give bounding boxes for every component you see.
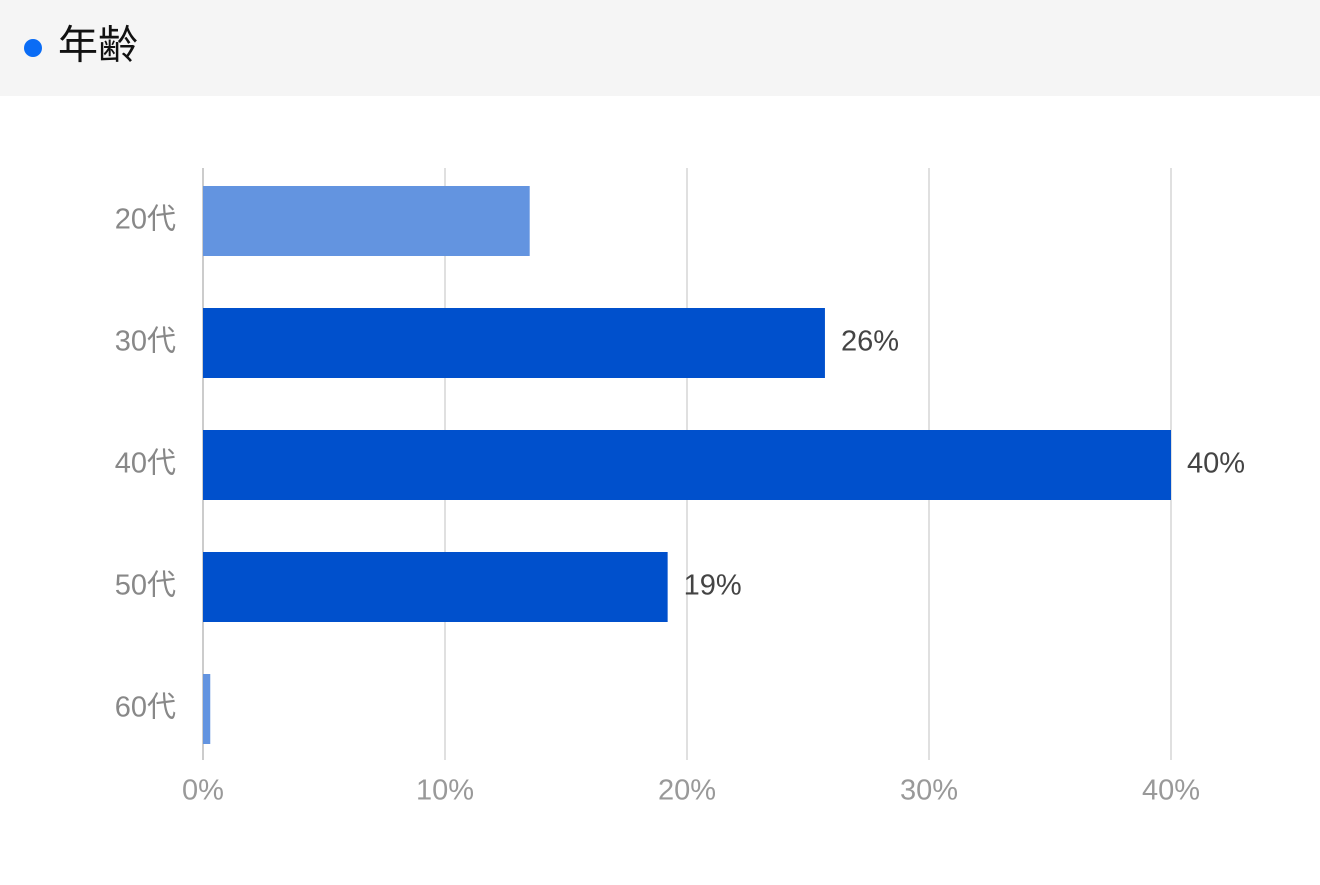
bar [203, 674, 211, 744]
y-tick-label: 30代 [115, 326, 176, 358]
bar [203, 186, 530, 256]
data-label: 40% [1187, 448, 1245, 480]
chart-title: 年齢 [58, 24, 138, 68]
data-label: 26% [841, 326, 899, 358]
bar [203, 552, 668, 622]
y-tick-label: 60代 [115, 692, 176, 724]
y-tick-label: 20代 [115, 204, 176, 236]
header-background [0, 0, 1320, 96]
x-tick-label: 10% [416, 775, 474, 807]
data-label: 19% [684, 570, 742, 602]
bar [203, 308, 825, 378]
y-tick-label: 50代 [115, 570, 176, 602]
y-tick-label: 40代 [115, 448, 176, 480]
x-tick-label: 30% [900, 775, 958, 807]
x-tick-label: 40% [1142, 775, 1200, 807]
title-dot [24, 39, 42, 57]
bar [203, 430, 1171, 500]
x-tick-label: 20% [658, 775, 716, 807]
x-tick-label: 0% [182, 775, 224, 807]
